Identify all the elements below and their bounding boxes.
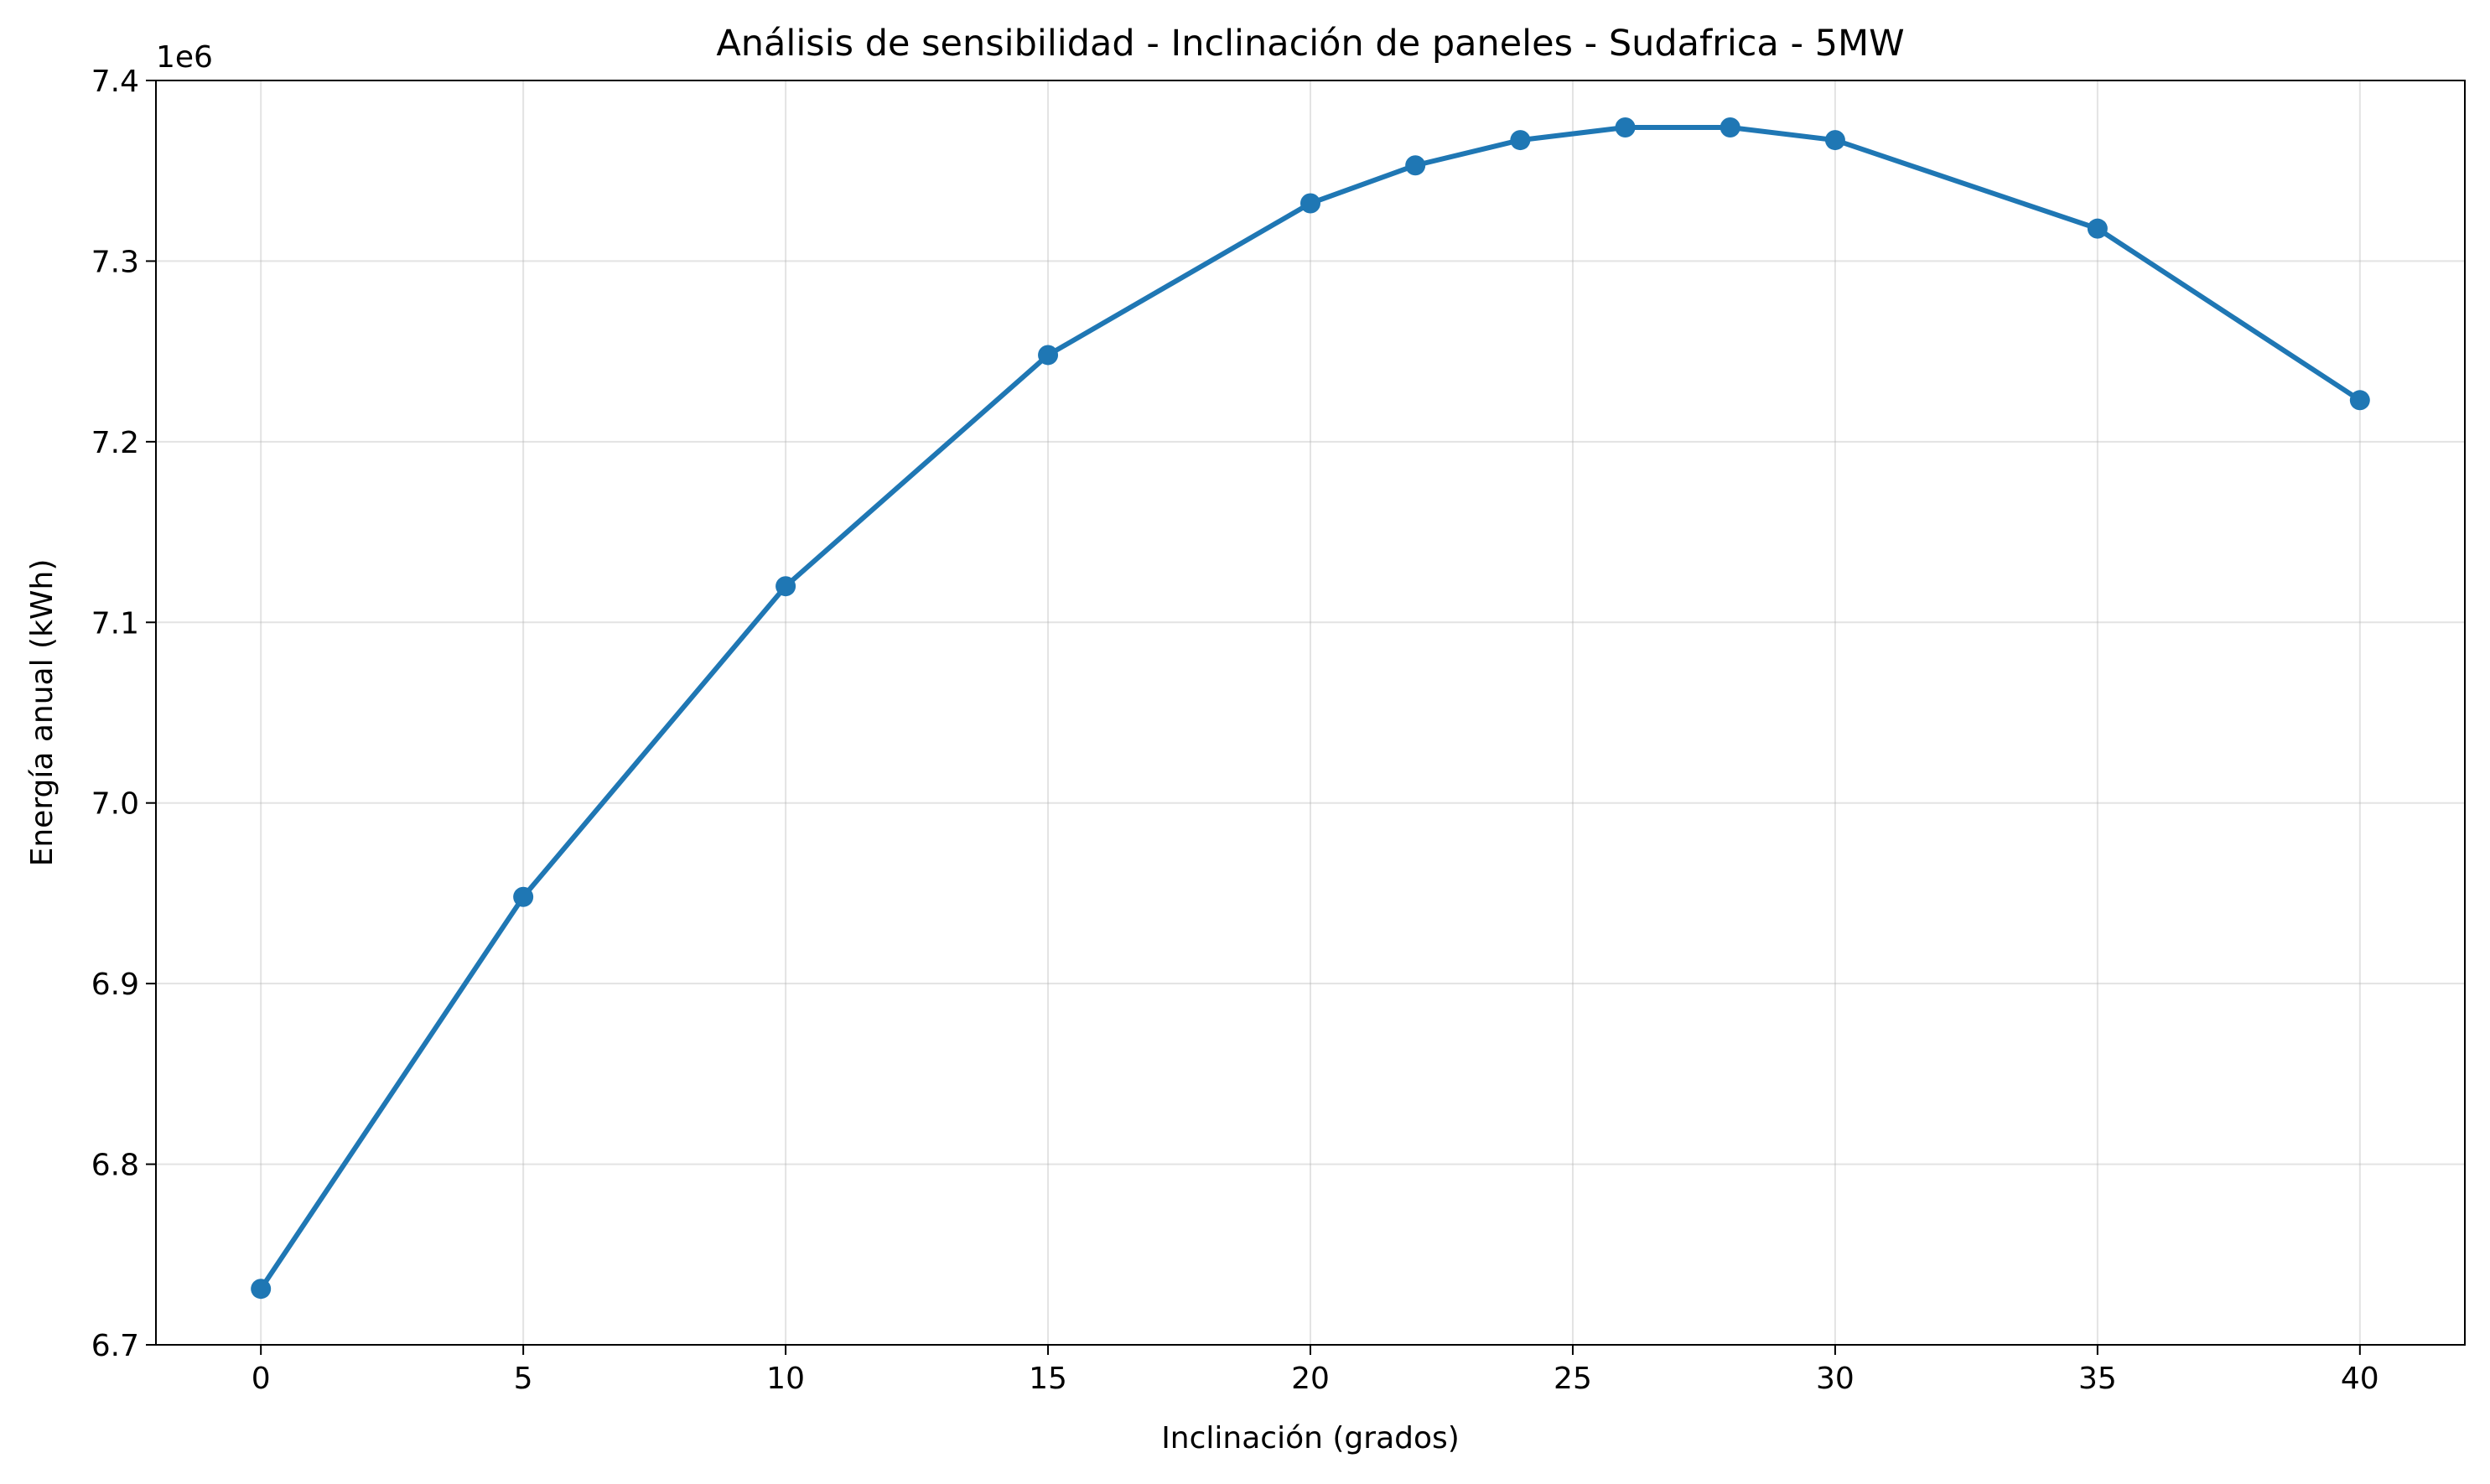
data-point	[2349, 390, 2370, 411]
y-tick-label: 6.7	[91, 1329, 139, 1363]
x-tick-label: 35	[2078, 1362, 2117, 1396]
y-tick-label: 7.1	[91, 606, 139, 641]
y-tick-label: 7.3	[91, 245, 139, 279]
x-tick-label: 0	[252, 1362, 271, 1396]
data-point	[251, 1279, 272, 1300]
axis-ticks: 0 5 10 15 20 25 30 35 40 6.7 6.8 6.9 7.0 7.1 7.2 7.3 7.4	[91, 65, 2379, 1396]
y-tick-label: 7.4	[91, 65, 139, 99]
x-tick-label: 25	[1554, 1362, 1592, 1396]
y-tick-label: 6.8	[91, 1149, 139, 1183]
data-point	[1615, 117, 1636, 138]
data-point	[1824, 130, 1845, 151]
y-tick-label: 7.0	[91, 787, 139, 822]
data-point	[513, 886, 534, 907]
plot-area	[251, 117, 2370, 1300]
data-point	[1510, 130, 1531, 151]
chart-title: Análisis de sensibilidad - Inclinación d…	[716, 23, 1904, 65]
y-axis-label: Energía anual (kWh)	[25, 559, 60, 867]
x-tick-label: 20	[1291, 1362, 1330, 1396]
y-tick-label: 7.2	[91, 426, 139, 460]
x-tick-label: 15	[1029, 1362, 1067, 1396]
data-point	[1300, 193, 1320, 214]
x-axis-label: Inclinación (grados)	[1161, 1421, 1460, 1455]
data-point	[2087, 218, 2108, 239]
grid	[156, 80, 2465, 1346]
y-axis-offset-label: 1e6	[156, 40, 213, 75]
series-line	[258, 125, 2362, 1290]
data-point	[1038, 345, 1059, 366]
y-tick-label: 6.9	[91, 968, 139, 1002]
x-tick-label: 30	[1816, 1362, 1855, 1396]
data-point	[776, 576, 796, 597]
data-point	[1405, 155, 1426, 176]
data-point	[1720, 117, 1740, 138]
x-tick-label: 40	[2341, 1362, 2379, 1396]
x-tick-label: 10	[766, 1362, 805, 1396]
x-tick-label: 5	[514, 1362, 533, 1396]
